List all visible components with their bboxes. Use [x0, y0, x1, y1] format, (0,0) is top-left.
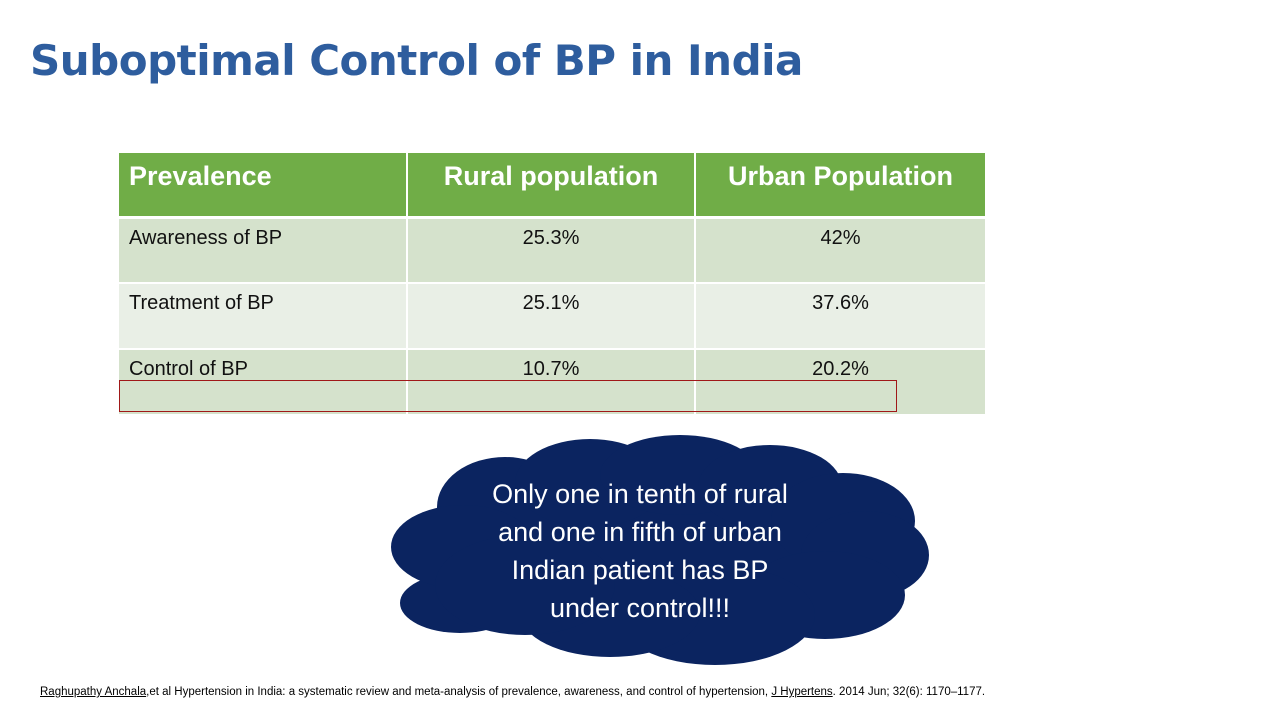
callout-line: under control!!! [549, 593, 731, 623]
table-row: Control of BP 10.7% 20.2% [119, 349, 985, 416]
reference-journal-link[interactable]: J Hypertens [771, 686, 833, 698]
cloud-shape [391, 435, 929, 665]
rural-value: 10.7% [407, 349, 696, 416]
prevalence-table-container: Prevalence Rural population Urban Popula… [119, 153, 985, 416]
reference-details: . 2014 Jun; 32(6): 1170–1177. [832, 686, 986, 698]
callout-line: Only one in tenth of rural [492, 479, 788, 509]
urban-value: 37.6% [695, 283, 985, 350]
row-label: Control of BP [119, 349, 408, 416]
header-rural-population: Rural population [407, 153, 696, 219]
prevalence-table: Prevalence Rural population Urban Popula… [119, 153, 985, 416]
callout-cloud: Only one in tenth of rural and one in fi… [385, 435, 935, 675]
rural-value: 25.3% [407, 217, 696, 284]
header-prevalence: Prevalence [119, 153, 408, 219]
slide-title: Suboptimal Control of BP in India [30, 36, 803, 85]
row-label: Awareness of BP [119, 217, 408, 284]
urban-value: 20.2% [695, 349, 985, 416]
callout-text: Only one in tenth of rural and one in fi… [445, 475, 835, 627]
table-header-row: Prevalence Rural population Urban Popula… [119, 153, 985, 219]
urban-value: 42% [695, 217, 985, 284]
callout-line: and one in fifth of urban [498, 517, 782, 547]
callout-line: Indian patient has BP [511, 555, 769, 585]
row-label: Treatment of BP [119, 283, 408, 350]
table-row: Awareness of BP 25.3% 42% [119, 217, 985, 284]
header-urban-population: Urban Population [695, 153, 985, 219]
reference-citation: Raghupathy Anchala,et al Hypertension in… [40, 686, 985, 698]
rural-value: 25.1% [407, 283, 696, 350]
table-row: Treatment of BP 25.1% 37.6% [119, 283, 985, 350]
reference-title: ,et al Hypertension in India: a systemat… [146, 686, 769, 698]
reference-author-link[interactable]: Raghupathy Anchala [40, 686, 147, 698]
